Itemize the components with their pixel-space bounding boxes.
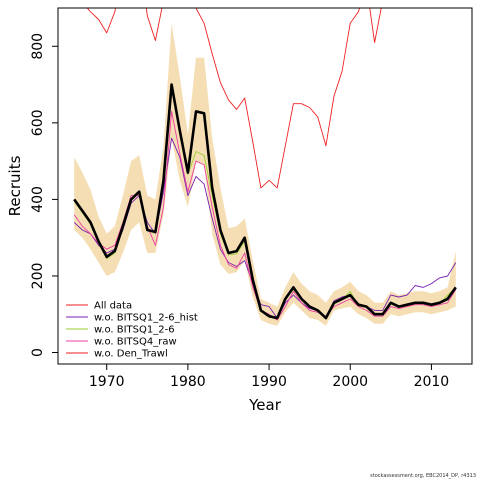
series-line-w-o-bitsq1-2-6-hist: [73, 137, 457, 319]
legend-label: w.o. Den_Trawl: [94, 349, 168, 360]
x-tick-label: 1990: [251, 374, 287, 390]
series-line-w-o-den-trawl: [86, 8, 382, 189]
y-tick-label: 400: [30, 186, 46, 213]
y-tick-label: 200: [30, 263, 46, 290]
y-axis-label: Recruits: [6, 155, 24, 216]
y-tick-label: 0: [30, 348, 46, 357]
legend-item: w.o. Den_Trawl: [66, 349, 168, 360]
plot-frame: [57, 7, 473, 365]
x-axis-label: Year: [248, 396, 282, 414]
y-axis: 0 200 400 600 800: [30, 33, 58, 357]
x-axis: 1970 1980 1990 2000 2010: [89, 364, 449, 390]
legend-item: w.o. BITSQ1_2-6_hist: [66, 313, 198, 324]
y-tick-label: 800: [30, 33, 46, 60]
series-line-all-data: [73, 83, 457, 320]
x-tick-label: 1980: [170, 374, 206, 390]
legend-item: w.o. BITSQ1_2-6: [66, 325, 175, 336]
footer-credit: stockassessment.org, EBC2014_DP, r4313: [370, 473, 476, 479]
legend-label: w.o. BITSQ4_raw: [94, 337, 177, 348]
legend-item: w.o. BITSQ4_raw: [66, 337, 177, 348]
legend-item: All data: [66, 301, 132, 312]
y-tick-label: 600: [30, 109, 46, 136]
confidence-band-area: [74, 23, 456, 326]
confidence-band: [74, 23, 456, 326]
legend-label: w.o. BITSQ1_2-6: [94, 325, 175, 336]
x-tick-label: 1970: [89, 374, 125, 390]
legend-label: All data: [94, 301, 132, 312]
x-tick-label: 2010: [414, 374, 450, 390]
legend-label: w.o. BITSQ1_2-6_hist: [94, 313, 198, 324]
series-lines: [73, 8, 457, 321]
x-tick-label: 2000: [332, 374, 368, 390]
